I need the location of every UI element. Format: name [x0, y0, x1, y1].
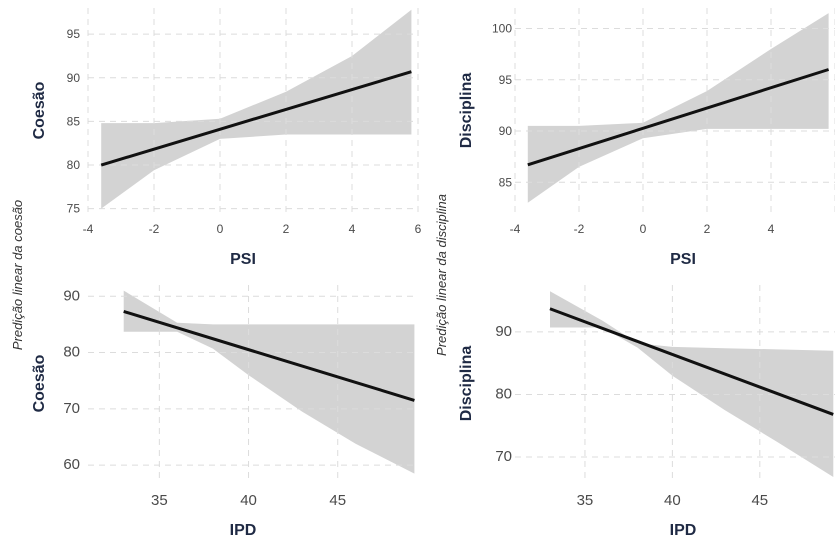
x-axis-title: PSI — [230, 251, 256, 268]
x-ticks: 35 40 45 — [151, 492, 346, 509]
x-tick-label: 45 — [329, 492, 346, 509]
panel-psi-disciplina: -4 -2 0 2 4 85 90 95 100 PSI Disciplina — [458, 8, 835, 268]
x-tick-label: 0 — [640, 222, 647, 236]
x-tick-label: 40 — [240, 492, 257, 509]
x-tick-label: 35 — [577, 492, 594, 509]
x-tick-label: 2 — [283, 222, 290, 236]
y-tick-label: 90 — [499, 124, 513, 138]
y-tick-label: 80 — [67, 158, 81, 172]
y-tick-label: 95 — [499, 73, 513, 87]
y-ticks: 75 80 85 90 95 — [67, 27, 81, 215]
y-tick-label: 95 — [67, 27, 81, 41]
fit-line — [100, 70, 412, 167]
ci-band — [527, 13, 829, 203]
x-tick-label: -2 — [574, 222, 585, 236]
confidence-band — [101, 9, 412, 209]
y-tick-label: 70 — [495, 448, 512, 465]
regression-line — [527, 68, 830, 167]
panel-ipd-disciplina: 35 40 45 70 80 90 IPD Disciplina — [458, 285, 835, 539]
x-tick-label: 4 — [768, 222, 775, 236]
left-side-label: Predição linear da coesão — [10, 200, 25, 350]
y-tick-label: 90 — [67, 71, 81, 85]
regression-line — [123, 310, 415, 402]
x-tick-label: 6 — [415, 222, 422, 236]
fit-line — [527, 68, 830, 167]
y-axis-title: Disciplina — [458, 73, 475, 149]
x-axis-title: PSI — [670, 251, 696, 268]
y-tick-label: 60 — [63, 456, 80, 473]
x-ticks: 35 40 45 — [577, 492, 769, 509]
x-axis-title: IPD — [670, 522, 697, 539]
y-tick-label: 90 — [63, 287, 80, 304]
regression-line — [100, 70, 412, 167]
y-ticks: 85 90 95 100 — [492, 22, 512, 190]
gridlines — [514, 8, 835, 213]
y-ticks: 60 70 80 90 — [63, 287, 80, 473]
ci-band — [550, 291, 834, 477]
confidence-band — [123, 290, 415, 474]
y-tick-label: 80 — [63, 344, 80, 361]
x-ticks: -4 -2 0 2 4 6 — [83, 222, 422, 236]
y-tick-label: 80 — [495, 385, 512, 402]
x-tick-label: -2 — [149, 222, 160, 236]
fit-line — [549, 307, 834, 416]
y-tick-label: 85 — [499, 175, 513, 189]
y-ticks: 70 80 90 — [495, 323, 512, 465]
x-tick-label: 4 — [349, 222, 356, 236]
right-side-label: Predição linear da disciplina — [434, 194, 449, 356]
y-axis-title: Disciplina — [458, 346, 475, 422]
y-axis-title: Coesão — [31, 81, 48, 139]
x-axis-title: IPD — [230, 522, 257, 539]
y-tick-label: 75 — [67, 202, 81, 216]
x-tick-label: 45 — [751, 492, 768, 509]
confidence-band — [527, 13, 829, 203]
confidence-band — [550, 291, 834, 477]
y-tick-label: 85 — [67, 114, 81, 128]
regression-line — [549, 307, 834, 416]
gridlines — [87, 8, 419, 213]
y-tick-label: 90 — [495, 323, 512, 340]
x-tick-label: 0 — [217, 222, 224, 236]
panel-psi-coesao: -4 -2 0 2 4 6 75 80 85 90 95 PSI Coesão — [31, 8, 422, 268]
ci-band — [101, 9, 412, 209]
panel-ipd-coesao: 35 40 45 60 70 80 90 IPD Coesão — [31, 285, 418, 539]
x-ticks: -4 -2 0 2 4 — [510, 222, 775, 236]
y-tick-label: 70 — [63, 400, 80, 417]
y-tick-label: 100 — [492, 22, 512, 36]
x-tick-label: 2 — [704, 222, 711, 236]
x-tick-label: -4 — [510, 222, 521, 236]
x-tick-label: 40 — [664, 492, 681, 509]
fit-line — [123, 310, 415, 402]
x-tick-label: 35 — [151, 492, 168, 509]
ci-band — [123, 290, 415, 474]
x-tick-label: -4 — [83, 222, 94, 236]
y-axis-title: Coesão — [31, 354, 48, 412]
